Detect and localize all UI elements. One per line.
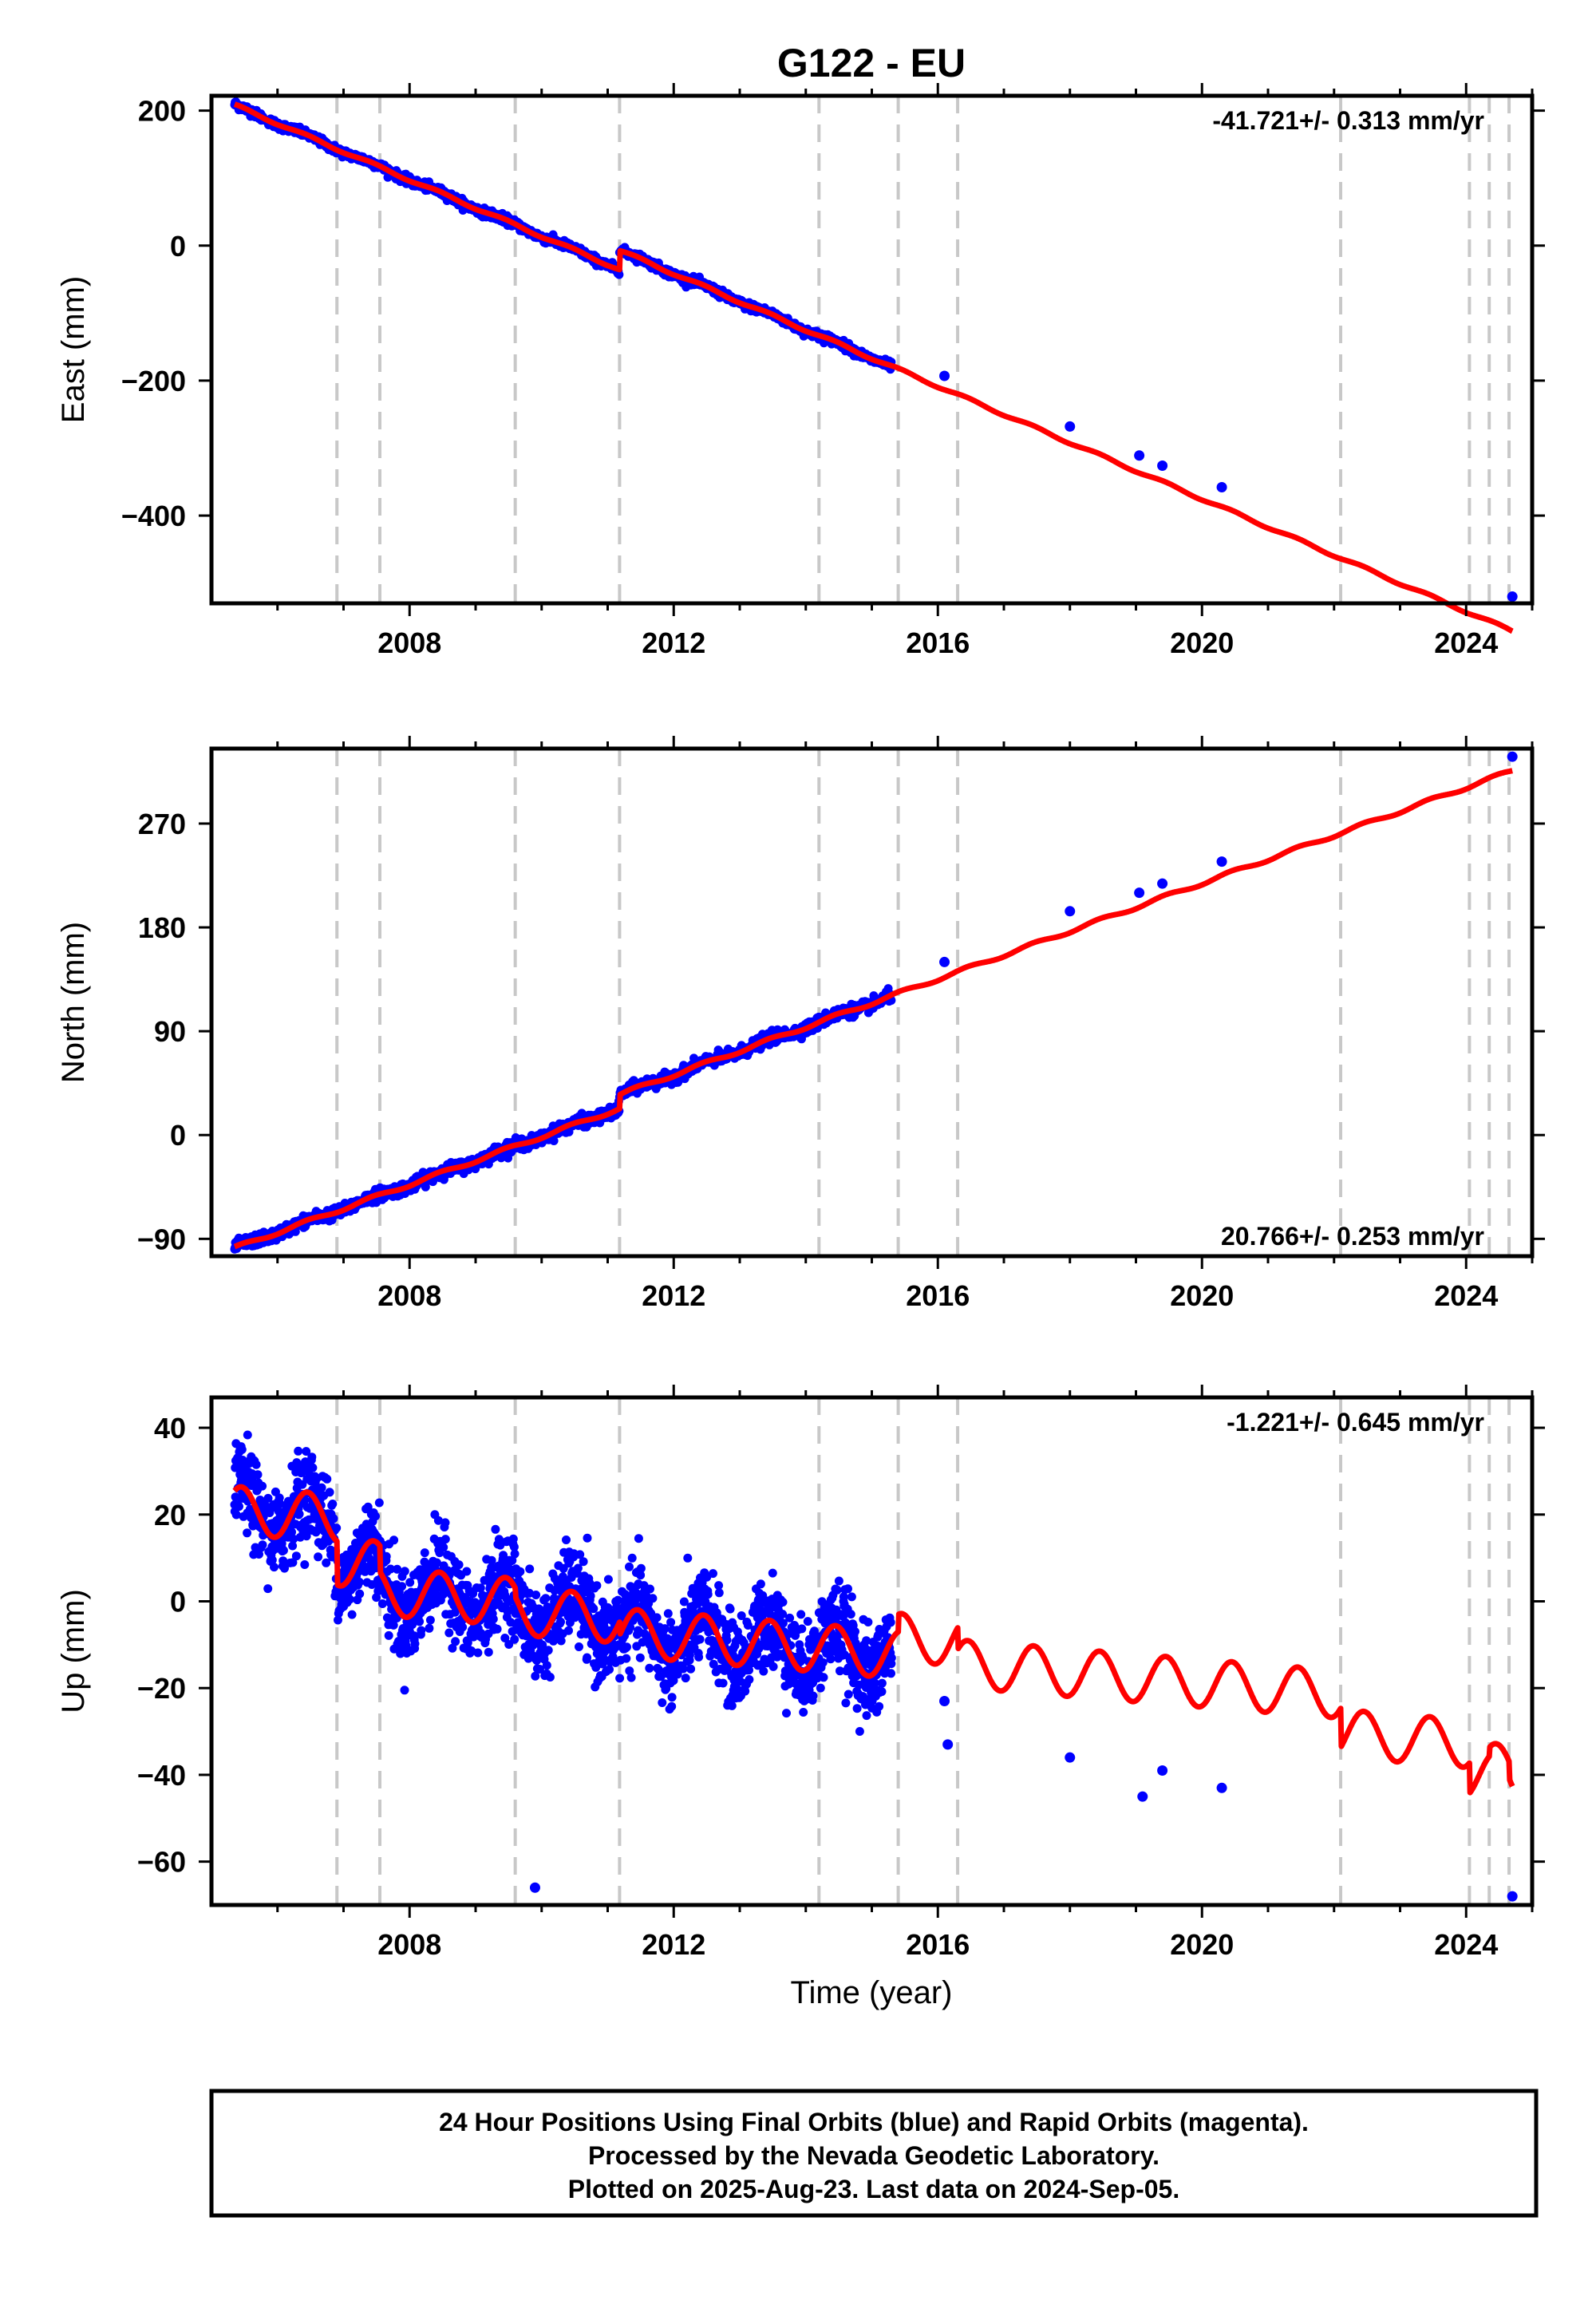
model-line bbox=[232, 1484, 1515, 1796]
x-tick-label: 2020 bbox=[1170, 626, 1234, 659]
model-line bbox=[232, 768, 1515, 1250]
x-axis-label: Time (year) bbox=[791, 1975, 953, 2010]
footer-line-1: 24 Hour Positions Using Final Orbits (bl… bbox=[439, 2108, 1309, 2136]
observation-points bbox=[230, 97, 896, 374]
model-line bbox=[232, 101, 1515, 634]
observation-point bbox=[939, 956, 950, 967]
x-tick-label: 2024 bbox=[1434, 1279, 1498, 1312]
observation-point bbox=[1507, 1891, 1518, 1902]
observation-point bbox=[1216, 856, 1227, 868]
observation-point bbox=[1507, 751, 1518, 762]
observation-point bbox=[1134, 450, 1145, 461]
x-tick-label: 2008 bbox=[377, 1928, 441, 1961]
x-tick-label: 2012 bbox=[642, 626, 705, 659]
observation-points bbox=[230, 984, 896, 1254]
y-tick-label: −20 bbox=[137, 1672, 186, 1705]
y-tick-label: 270 bbox=[138, 808, 186, 840]
y-axis-label: North (mm) bbox=[56, 922, 91, 1083]
rate-annotation: -1.221+/- 0.645 mm/yr bbox=[1227, 1408, 1484, 1437]
observation-points bbox=[230, 1430, 896, 1736]
y-axis-label: Up (mm) bbox=[56, 1589, 91, 1713]
x-tick-label: 2020 bbox=[1170, 1279, 1234, 1312]
y-axis-label: East (mm) bbox=[56, 276, 91, 423]
y-tick-label: −40 bbox=[137, 1759, 186, 1792]
x-tick-label: 2020 bbox=[1170, 1928, 1234, 1961]
observation-point bbox=[942, 1739, 954, 1750]
y-tick-label: 40 bbox=[154, 1412, 186, 1445]
y-tick-label: 180 bbox=[138, 911, 186, 944]
y-tick-label: −60 bbox=[137, 1846, 186, 1879]
page-title: G122 - EU bbox=[777, 41, 966, 85]
y-tick-label: 0 bbox=[170, 1585, 186, 1618]
observation-point bbox=[1134, 887, 1145, 899]
observation-point bbox=[529, 1882, 540, 1893]
x-tick-label: 2016 bbox=[906, 1928, 970, 1961]
y-tick-label: 90 bbox=[154, 1015, 186, 1048]
footer-line-3: Plotted on 2025-Aug-23. Last data on 202… bbox=[568, 2175, 1179, 2203]
footer-frame bbox=[209, 2089, 1539, 2218]
x-tick-label: 2008 bbox=[377, 626, 441, 659]
panel-north: 2008 2012 2016 2020 2024 −90 0 90 180 270 20.766+… bbox=[56, 736, 1545, 1312]
rate-annotation: -41.721+/- 0.313 mm/yr bbox=[1212, 106, 1484, 135]
observation-point bbox=[939, 370, 950, 381]
observation-point bbox=[1216, 1782, 1227, 1793]
x-tick-label: 2016 bbox=[906, 626, 970, 659]
x-tick-label: 2024 bbox=[1434, 626, 1498, 659]
y-tick-label: 200 bbox=[138, 95, 186, 128]
panel-east: 2008 2012 2016 2020 2024 −400 −200 0 200 -41.721… bbox=[56, 83, 1545, 659]
rate-annotation: 20.766+/- 0.253 mm/yr bbox=[1221, 1222, 1484, 1251]
y-tick-label: −400 bbox=[121, 500, 186, 532]
x-tick-label: 2012 bbox=[642, 1928, 705, 1961]
y-tick-label: 0 bbox=[170, 1119, 186, 1152]
x-tick-label: 2008 bbox=[377, 1279, 441, 1312]
observation-point bbox=[1507, 591, 1518, 603]
observation-point bbox=[1065, 421, 1076, 432]
observation-point bbox=[939, 1696, 950, 1707]
observation-point bbox=[1157, 878, 1168, 889]
y-tick-label: −90 bbox=[137, 1223, 186, 1255]
panel-up: 2008 2012 2016 2020 2024 −60 −40 −20 0 20 40 -1.22… bbox=[56, 1385, 1545, 1961]
y-tick-label: −200 bbox=[121, 365, 186, 397]
observation-point bbox=[1137, 1791, 1148, 1802]
observation-point bbox=[1065, 906, 1076, 917]
x-tick-label: 2016 bbox=[906, 1279, 970, 1312]
observation-point bbox=[1065, 1752, 1076, 1763]
observation-point bbox=[1157, 1765, 1168, 1776]
x-tick-label: 2012 bbox=[642, 1279, 705, 1312]
observation-point bbox=[1157, 460, 1168, 471]
x-tick-label: 2024 bbox=[1434, 1928, 1498, 1961]
footer-box: 24 Hour Positions Using Final Orbits (bl… bbox=[209, 2089, 1539, 2218]
observation-point bbox=[1216, 482, 1227, 493]
footer-line-2: Processed by the Nevada Geodetic Laborat… bbox=[588, 2141, 1159, 2170]
y-tick-label: 20 bbox=[154, 1499, 186, 1531]
y-tick-label: 0 bbox=[170, 230, 186, 263]
